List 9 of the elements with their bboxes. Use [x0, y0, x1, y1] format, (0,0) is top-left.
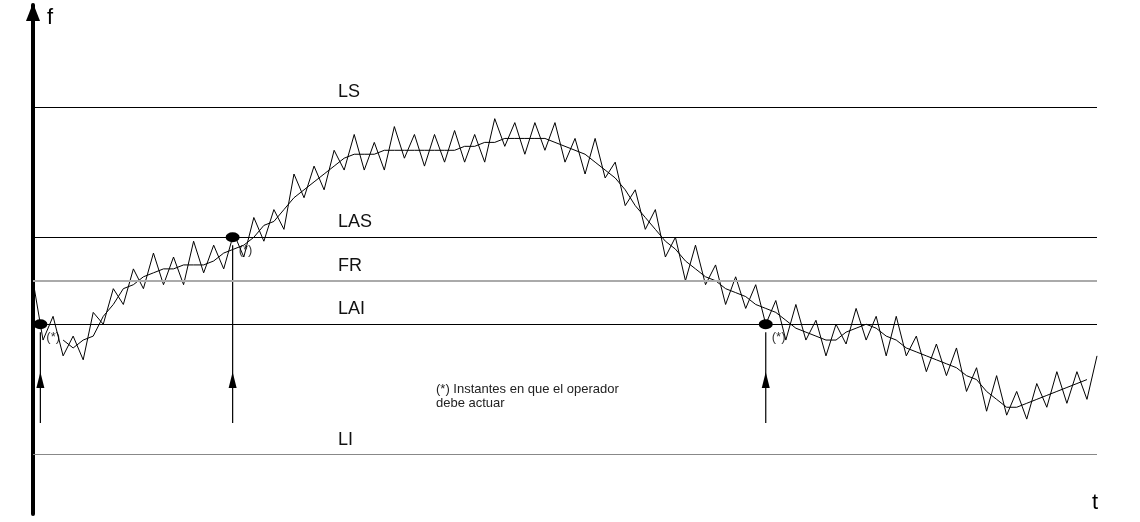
- ref-line-label: FR: [338, 254, 362, 275]
- ref-line-label: LS: [338, 80, 361, 101]
- x-axis-title: t: [1092, 488, 1099, 514]
- ref-line-label: LAS: [338, 211, 373, 232]
- annotation: (*): [771, 329, 786, 345]
- ref-line-label: LI: [338, 428, 354, 449]
- annotation: (*) Instantes en que el operador debe actuar: [436, 381, 620, 410]
- y-axis-title: f: [47, 3, 54, 29]
- ref-line-label: LAI: [338, 298, 366, 319]
